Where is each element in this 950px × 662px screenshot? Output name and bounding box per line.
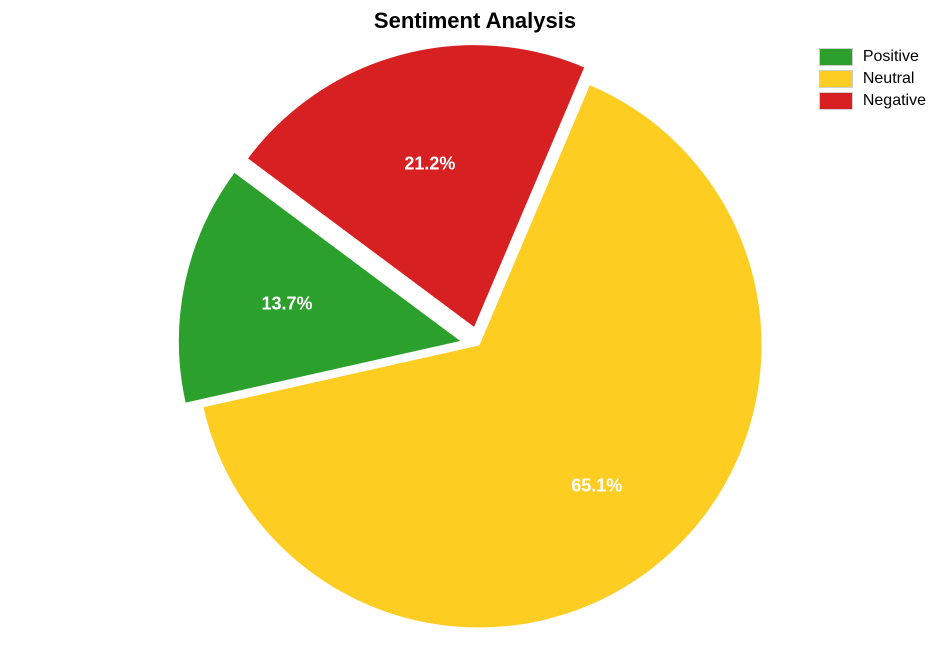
legend-item-negative: Negative [819, 92, 926, 110]
legend-swatch-negative [819, 92, 853, 110]
pie-chart-svg [0, 0, 950, 662]
legend-swatch-neutral [819, 70, 853, 88]
chart-container: Sentiment Analysis PositiveNeutralNegati… [0, 0, 950, 662]
legend-swatch-positive [819, 48, 853, 66]
legend-item-positive: Positive [819, 48, 926, 66]
legend-label-positive: Positive [863, 48, 919, 66]
slice-label-neutral: 65.1% [571, 476, 622, 497]
legend-label-negative: Negative [863, 92, 926, 110]
legend: Positive Neutral Negative [819, 48, 926, 114]
slice-label-negative: 21.2% [404, 153, 455, 174]
legend-label-neutral: Neutral [863, 70, 915, 88]
slice-label-positive: 13.7% [261, 294, 312, 315]
legend-item-neutral: Neutral [819, 70, 926, 88]
